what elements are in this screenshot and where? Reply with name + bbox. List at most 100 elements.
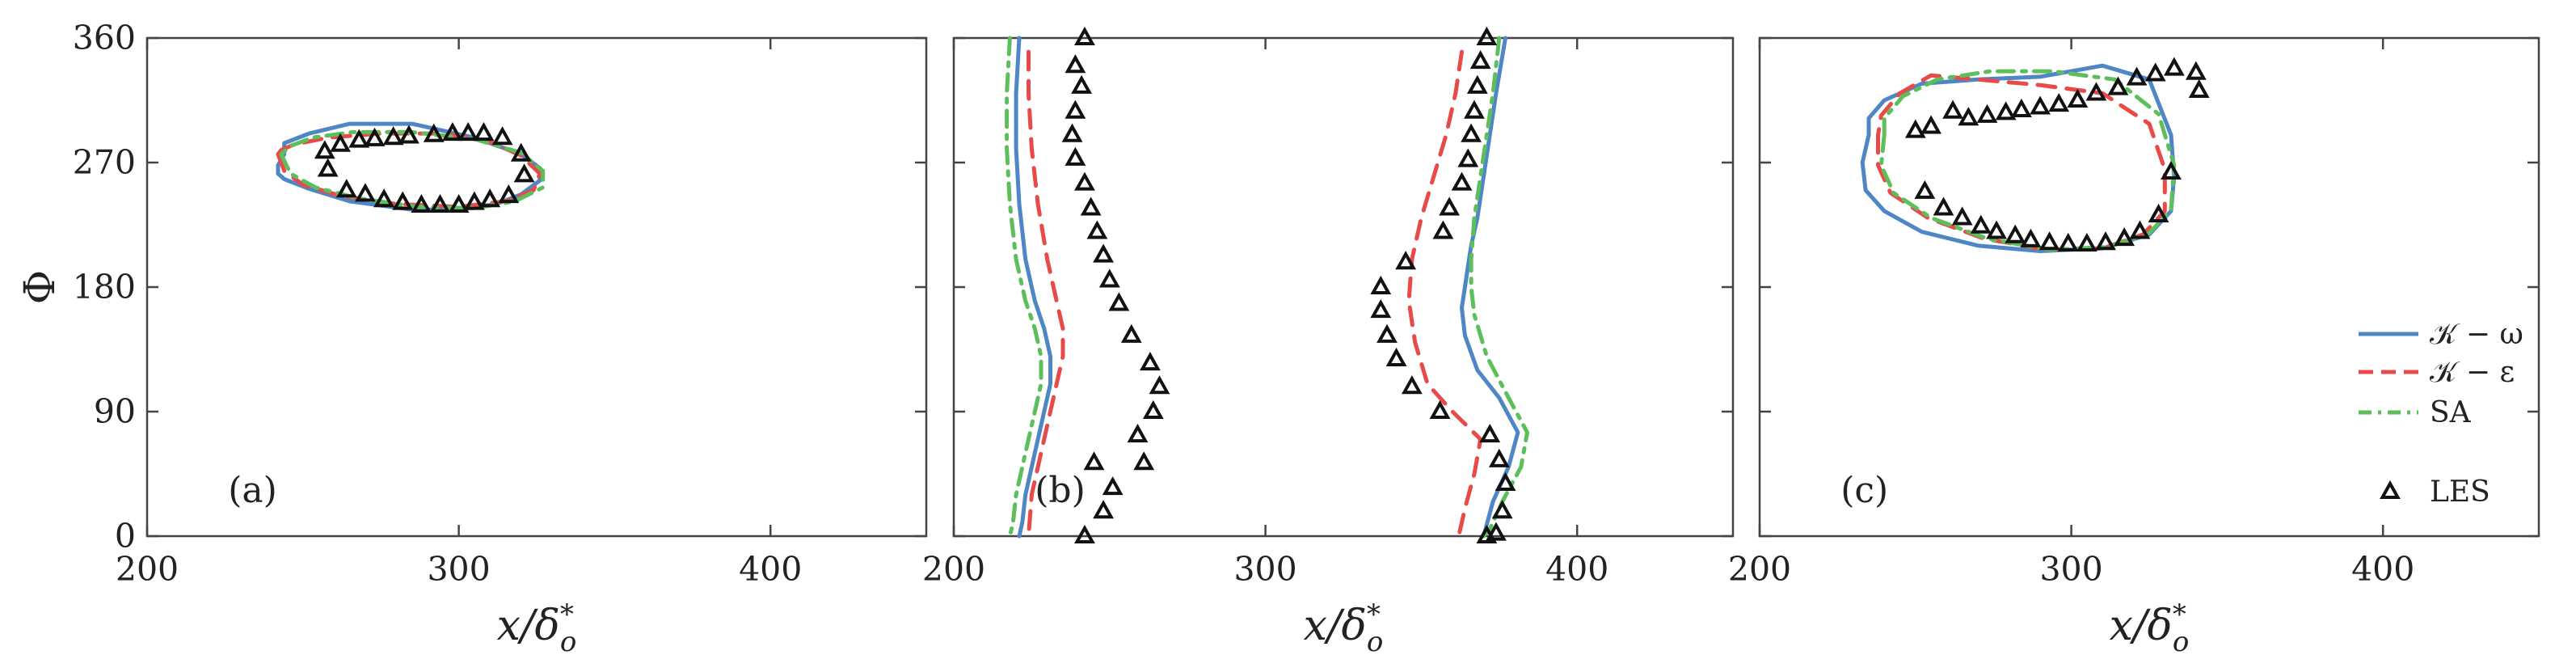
les-marker [1093,243,1114,263]
les-marker [1429,399,1451,419]
legend-label-sa: SA [2430,396,2472,429]
les-marker [1401,375,1423,395]
les-marker [513,163,535,183]
les-marker [423,123,445,142]
les-marker [1377,323,1398,343]
y-tick-label: 180 [73,268,136,306]
x-tick-label: 300 [1233,550,1296,589]
series-sa [279,129,546,210]
legend-label-ke: 𝒦 − ε [2430,356,2515,389]
les-marker [1074,171,1095,191]
les-marker [1133,451,1155,471]
les-marker [348,129,370,148]
panel-3: 200 300 400 x/δ* o (c) [1728,36,2540,658]
les-marker [473,121,495,142]
les-marker [2161,160,2182,180]
legend: 𝒦 − ω 𝒦 − ε SA LES [2359,318,2523,509]
les-marker [398,125,419,144]
les-marker [1933,197,1954,216]
x-tick-label: 200 [922,550,985,589]
les-marker [1488,448,1510,467]
les-marker [1476,524,1498,543]
les-marker [429,193,451,213]
les-marker [2048,93,2070,112]
les-marker [1083,451,1105,471]
les-marker [491,126,513,146]
x-tick-label: 300 [427,550,490,589]
les-marker [1914,180,1936,199]
les-marker [1149,375,1170,395]
axes-frame [1758,36,2540,538]
les-marker [1065,99,1086,119]
les-marker [498,184,520,204]
panel-label: (b) [1035,470,1086,511]
les-marker [2144,62,2166,82]
les-marker [2076,232,2097,251]
les-marker [2010,98,2032,117]
les-marker [448,193,470,213]
x-tick-label: 200 [1728,550,1791,589]
les-marker [1127,423,1149,443]
les-marker [463,191,485,210]
les-marker [1071,74,1093,94]
les-marker [2057,232,2079,251]
les-marker [2163,57,2185,76]
les-marker [1942,99,1963,119]
les-marker [1074,26,1095,45]
series-sa_left [1005,36,1043,539]
les-marker [2126,66,2148,86]
les-marker [1976,104,1998,123]
x-axis-label: x/δ* o [497,598,577,658]
y-tick-label: 90 [94,392,136,431]
les-marker [2188,78,2210,99]
les-marker [2085,82,2107,101]
series-kw [1460,36,1520,539]
series-ke_left [1027,49,1065,539]
les-marker [1995,101,2017,120]
les-marker [392,191,414,210]
y-tick-label: 360 [73,19,136,57]
les-marker [2067,88,2089,108]
les-marker [1495,471,1516,491]
x-tick-label: 400 [2351,550,2414,589]
les-marker [1140,352,1161,371]
x-tick-label: 300 [2039,550,2102,589]
les-marker [1385,347,1407,366]
les-marker [2129,220,2151,239]
les-marker [314,140,335,159]
les-marker [2038,231,2060,251]
les-marker [330,133,351,152]
les-marker [1080,197,1102,216]
series-ke [1876,73,2167,252]
series-ke [1406,49,1483,539]
les-marker [2030,95,2051,115]
les-marker [1061,123,1083,142]
les-marker [335,179,357,198]
les-marker [1476,26,1498,45]
les-marker [1457,148,1479,167]
les-marker [1904,119,1926,138]
les-marker [1461,123,1482,142]
les-marker [1479,423,1501,443]
x-axis-label: x/δ* o [2110,598,2190,658]
les-marker [1142,399,1164,419]
les-marker [1466,74,1488,94]
les-marker [1395,251,1417,270]
les-marker [1086,220,1108,239]
les-marker [2020,228,2042,247]
panel-1: 200 300 400 0 90 180 270 360 x/δ* o (a) [73,19,928,658]
x-tick-label: 200 [116,550,179,589]
les-marker [411,193,432,213]
x-tick-label: 400 [1545,550,1608,589]
x-tick-label: 400 [739,550,802,589]
series-kw_left [1014,36,1052,539]
y-tick-label: 0 [115,517,136,556]
y-tick-label: 270 [73,143,136,182]
les-marker [2148,203,2169,223]
les-marker [479,188,501,208]
les-marker [1370,298,1392,319]
les-marker [1432,220,1454,239]
les-marker [1098,268,1120,288]
les-marker [1464,99,1485,119]
les-marker [1469,49,1491,70]
